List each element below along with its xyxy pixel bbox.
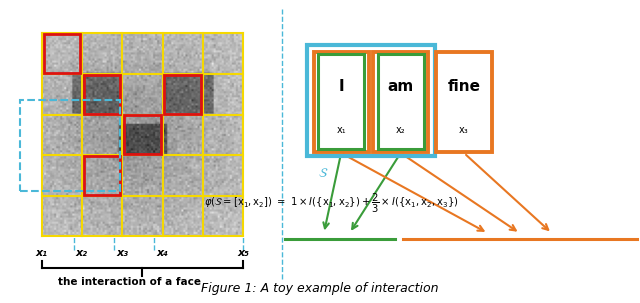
Bar bbox=[436, 52, 492, 152]
Text: x₂: x₂ bbox=[396, 125, 406, 135]
Bar bbox=[44, 34, 80, 73]
Text: x₁: x₁ bbox=[336, 125, 346, 135]
Bar bbox=[164, 75, 201, 114]
Text: $\varphi(\mathcal{S}=[\mathrm{x}_1,\mathrm{x}_2])\ =\ 1\times I(\{\mathrm{x}_1,\: $\varphi(\mathcal{S}=[\mathrm{x}_1,\math… bbox=[204, 191, 458, 215]
Text: x₄: x₄ bbox=[157, 248, 168, 258]
Text: the interaction of a face: the interaction of a face bbox=[58, 277, 201, 287]
Text: I: I bbox=[339, 79, 344, 94]
Text: x₃: x₃ bbox=[459, 125, 469, 135]
Text: am: am bbox=[387, 79, 414, 94]
Text: fine: fine bbox=[447, 79, 481, 94]
Text: x₅: x₅ bbox=[237, 248, 249, 258]
Bar bbox=[20, 100, 120, 191]
Bar bbox=[84, 156, 120, 195]
Text: x₁: x₁ bbox=[36, 248, 47, 258]
Bar bbox=[307, 45, 435, 156]
Text: $\mathcal{S}$: $\mathcal{S}$ bbox=[318, 167, 328, 180]
Bar bbox=[318, 54, 364, 149]
Text: x₃: x₃ bbox=[116, 248, 128, 258]
Bar bbox=[84, 75, 120, 114]
Bar bbox=[378, 54, 424, 149]
Text: Figure 1: A toy example of interaction: Figure 1: A toy example of interaction bbox=[201, 282, 439, 295]
Bar bbox=[314, 52, 369, 152]
Bar bbox=[124, 115, 161, 154]
Bar bbox=[373, 52, 428, 152]
Text: x₂: x₂ bbox=[76, 248, 88, 258]
